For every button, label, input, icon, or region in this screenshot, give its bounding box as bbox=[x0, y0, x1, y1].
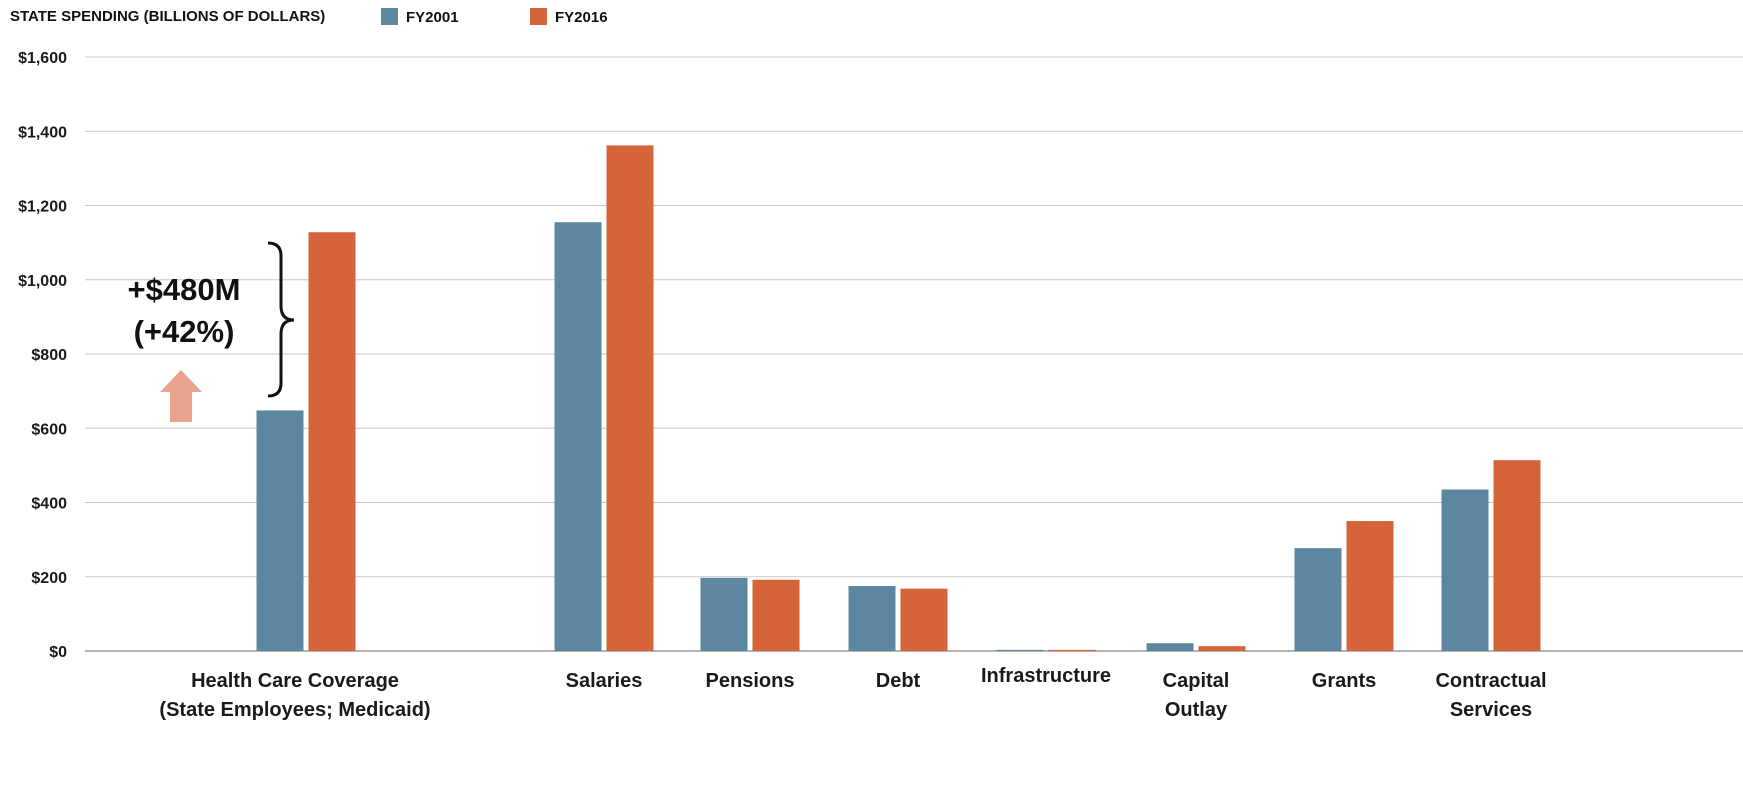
x-tick-label: Outlay bbox=[1165, 699, 1228, 721]
x-tick-label: Salaries bbox=[566, 670, 643, 692]
bar-fy2001-4 bbox=[996, 649, 1044, 651]
bar-fy2001-3 bbox=[848, 586, 896, 651]
y-tick-label: $1,200 bbox=[18, 199, 67, 216]
bar-fy2001-0 bbox=[256, 410, 304, 651]
x-tick-label: Pensions bbox=[706, 670, 795, 692]
x-tick-label: Infrastructure bbox=[981, 665, 1111, 687]
bar-fy2016-4 bbox=[1048, 649, 1096, 651]
x-tick-label: Grants bbox=[1312, 670, 1376, 692]
bar-fy2001-1 bbox=[554, 222, 602, 652]
bar-fy2016-1 bbox=[606, 145, 654, 652]
bar-fy2001-7 bbox=[1441, 489, 1489, 651]
bar-fy2001-5 bbox=[1146, 643, 1194, 651]
bar-fy2016-5 bbox=[1198, 646, 1246, 651]
legend-item-fy2016: FY2016 bbox=[530, 8, 608, 26]
y-tick-label: $1,000 bbox=[18, 273, 67, 290]
legend-swatch-fy2016 bbox=[530, 8, 547, 25]
chart-title: STATE SPENDING (BILLIONS OF DOLLARS) bbox=[10, 8, 326, 25]
annotation-text: (+42%) bbox=[134, 314, 235, 349]
bar-fy2016-3 bbox=[900, 588, 948, 651]
x-tick-label: Contractual bbox=[1435, 670, 1546, 692]
bar-fy2001-6 bbox=[1294, 548, 1342, 651]
y-tick-label: $400 bbox=[31, 496, 67, 513]
legend-item-fy2001: FY2001 bbox=[381, 8, 459, 26]
y-tick-label: $800 bbox=[31, 347, 67, 364]
bar-fy2001-2 bbox=[700, 577, 748, 651]
bar-fy2016-0 bbox=[308, 232, 356, 652]
legend-swatch-fy2001 bbox=[381, 8, 398, 25]
y-tick-label: $0 bbox=[49, 644, 67, 661]
bar-fy2016-7 bbox=[1493, 460, 1541, 651]
x-tick-label: (State Employees; Medicaid) bbox=[159, 699, 430, 721]
x-tick-label: Services bbox=[1450, 699, 1532, 721]
x-tick-label: Debt bbox=[876, 670, 921, 692]
bar-fy2016-6 bbox=[1346, 521, 1394, 651]
up-arrow-icon bbox=[160, 370, 202, 422]
legend-label-fy2001: FY2001 bbox=[406, 9, 459, 26]
annotation-brace bbox=[267, 241, 295, 398]
annotation-text: +$480M bbox=[128, 272, 241, 307]
y-tick-label: $200 bbox=[31, 570, 67, 587]
x-tick-label: Capital bbox=[1163, 670, 1230, 692]
y-tick-label: $600 bbox=[31, 421, 67, 438]
x-tick-label: Health Care Coverage bbox=[191, 670, 399, 692]
y-tick-label: $1,600 bbox=[18, 50, 67, 67]
legend-label-fy2016: FY2016 bbox=[555, 9, 608, 26]
y-tick-label: $1,400 bbox=[18, 124, 67, 141]
bar-fy2016-2 bbox=[752, 579, 800, 651]
